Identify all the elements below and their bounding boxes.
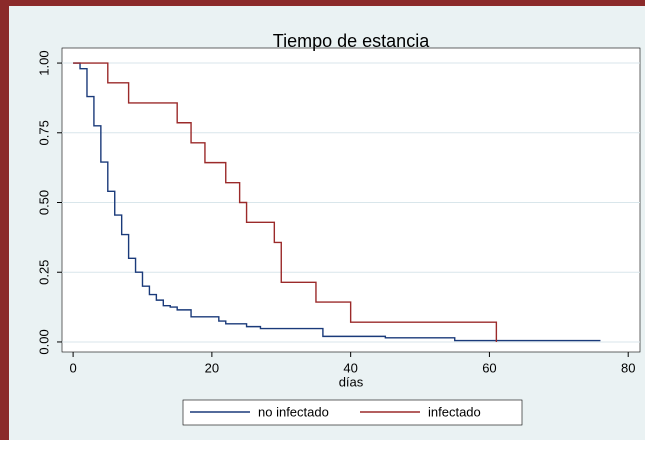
legend-box <box>182 399 523 426</box>
x-tick-label: 40 <box>343 360 357 375</box>
y-tick-label: 0.50 <box>36 190 51 215</box>
chart-title: Tiempo de estancia <box>273 31 430 51</box>
x-tick-label: 80 <box>621 360 635 375</box>
x-tick-label: 20 <box>205 360 219 375</box>
legend-label: no infectado <box>258 404 329 419</box>
survival-line <box>73 62 601 342</box>
y-tick-label: 0.75 <box>36 120 51 145</box>
x-axis-label: días <box>339 374 364 389</box>
y-tick-label: 0.00 <box>36 329 51 354</box>
legend-label: infectado <box>428 404 481 419</box>
frame-top <box>0 0 645 6</box>
y-tick-label: 1.00 <box>36 50 51 75</box>
x-tick-label: 60 <box>482 360 496 375</box>
survival-line <box>73 62 498 342</box>
frame-left <box>0 0 9 440</box>
plot-region <box>61 47 641 353</box>
legend: no infectado infectado <box>182 399 523 426</box>
x-tick-label: 0 <box>69 360 76 375</box>
y-tick-label: 0.25 <box>36 260 51 285</box>
